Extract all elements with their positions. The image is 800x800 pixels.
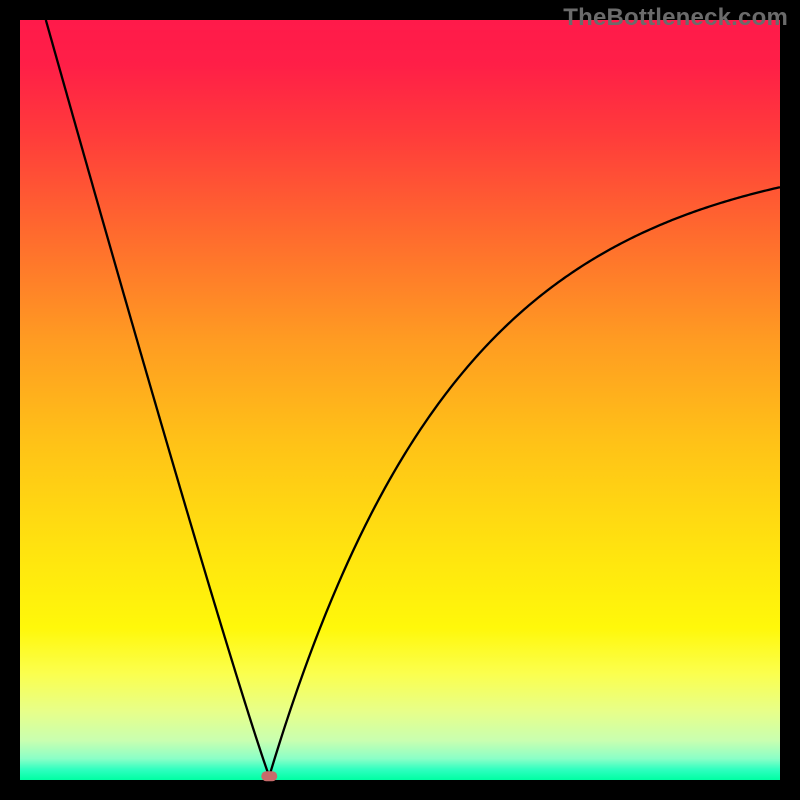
optimum-marker xyxy=(261,771,277,781)
chart-stage: TheBottleneck.com xyxy=(0,0,800,800)
plot-area xyxy=(20,20,780,780)
bottleneck-chart xyxy=(0,0,800,800)
attribution-label: TheBottleneck.com xyxy=(563,4,788,32)
